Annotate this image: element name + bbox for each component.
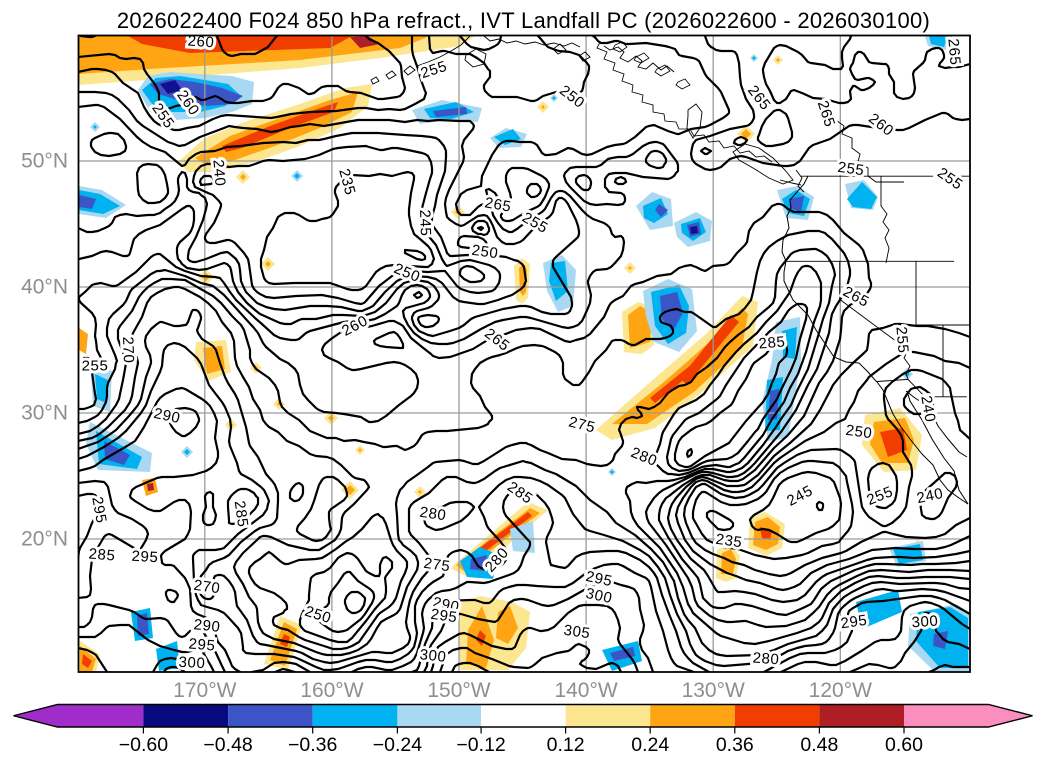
svg-text:0.36: 0.36 bbox=[716, 734, 754, 756]
svg-text:295: 295 bbox=[188, 635, 216, 654]
svg-text:255: 255 bbox=[892, 326, 911, 354]
svg-text:120°W: 120°W bbox=[809, 679, 872, 702]
svg-text:−0.48: −0.48 bbox=[203, 734, 252, 756]
svg-text:300: 300 bbox=[178, 654, 206, 672]
svg-text:285: 285 bbox=[88, 545, 116, 564]
svg-text:150°W: 150°W bbox=[427, 679, 490, 702]
svg-text:50°N: 50°N bbox=[21, 150, 68, 173]
svg-text:295: 295 bbox=[131, 548, 159, 566]
svg-text:−0.36: −0.36 bbox=[288, 734, 337, 756]
svg-text:0.12: 0.12 bbox=[547, 734, 585, 756]
svg-text:−0.24: −0.24 bbox=[373, 734, 422, 756]
svg-text:280: 280 bbox=[752, 650, 780, 669]
svg-text:40°N: 40°N bbox=[21, 276, 68, 299]
svg-text:300: 300 bbox=[419, 646, 447, 666]
svg-text:255: 255 bbox=[82, 358, 109, 375]
svg-text:170°W: 170°W bbox=[173, 679, 236, 702]
svg-text:285: 285 bbox=[758, 333, 786, 352]
svg-text:130°W: 130°W bbox=[682, 679, 745, 702]
svg-text:300: 300 bbox=[911, 613, 939, 632]
svg-text:265: 265 bbox=[944, 38, 963, 66]
svg-text:20°N: 20°N bbox=[21, 528, 68, 551]
svg-text:290: 290 bbox=[193, 616, 221, 636]
svg-text:160°W: 160°W bbox=[300, 679, 363, 702]
svg-text:260: 260 bbox=[187, 33, 215, 52]
svg-text:245: 245 bbox=[416, 209, 434, 236]
svg-text:295: 295 bbox=[430, 606, 459, 627]
svg-text:−0.12: −0.12 bbox=[456, 734, 505, 756]
svg-text:140°W: 140°W bbox=[554, 679, 617, 702]
svg-text:0.48: 0.48 bbox=[800, 734, 838, 756]
svg-text:0.60: 0.60 bbox=[885, 734, 923, 756]
svg-text:270: 270 bbox=[119, 336, 137, 363]
svg-text:−0.60: −0.60 bbox=[119, 734, 168, 756]
svg-text:240: 240 bbox=[209, 159, 228, 187]
svg-text:0.24: 0.24 bbox=[631, 734, 669, 756]
svg-text:30°N: 30°N bbox=[21, 402, 68, 425]
svg-text:2026022400 F024 850 hPa refrac: 2026022400 F024 850 hPa refract., IVT La… bbox=[117, 8, 930, 33]
